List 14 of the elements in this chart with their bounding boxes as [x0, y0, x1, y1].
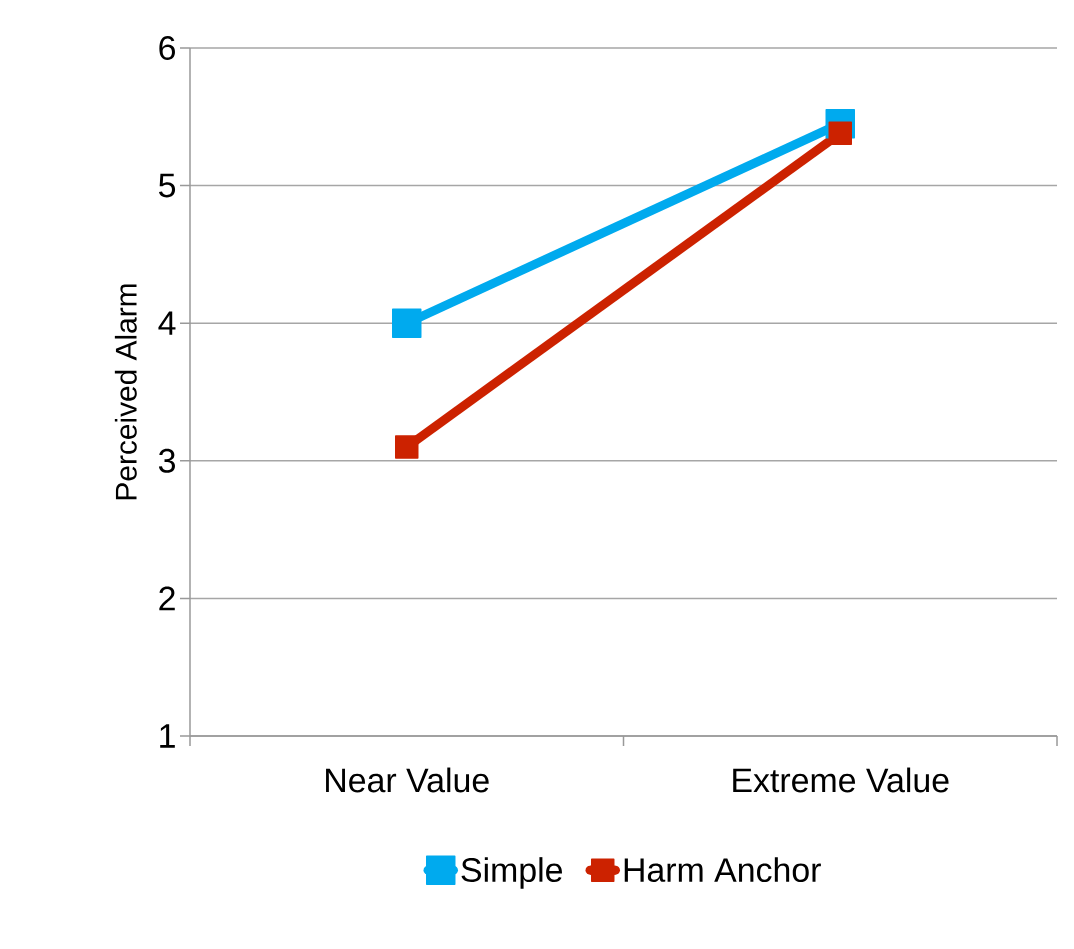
x-tick-label: Near Value — [326, 767, 489, 793]
y-tick-label: 1 — [160, 724, 175, 748]
point — [828, 121, 852, 146]
y-tick-label: 6 — [159, 36, 175, 60]
point — [395, 435, 419, 459]
y-tick-label: 5 — [159, 173, 176, 198]
legend-label: Harm Anchor — [624, 857, 821, 883]
y-tick-label: 4 — [158, 311, 176, 335]
x-tick-label: Extreme Value — [733, 767, 949, 793]
point — [392, 308, 422, 338]
y-axis-title: Perceived Alarm — [114, 284, 137, 500]
y-tick-label: 3 — [158, 448, 175, 473]
legend-label: Simple — [461, 857, 562, 889]
y-tick-label: 2 — [159, 586, 175, 611]
